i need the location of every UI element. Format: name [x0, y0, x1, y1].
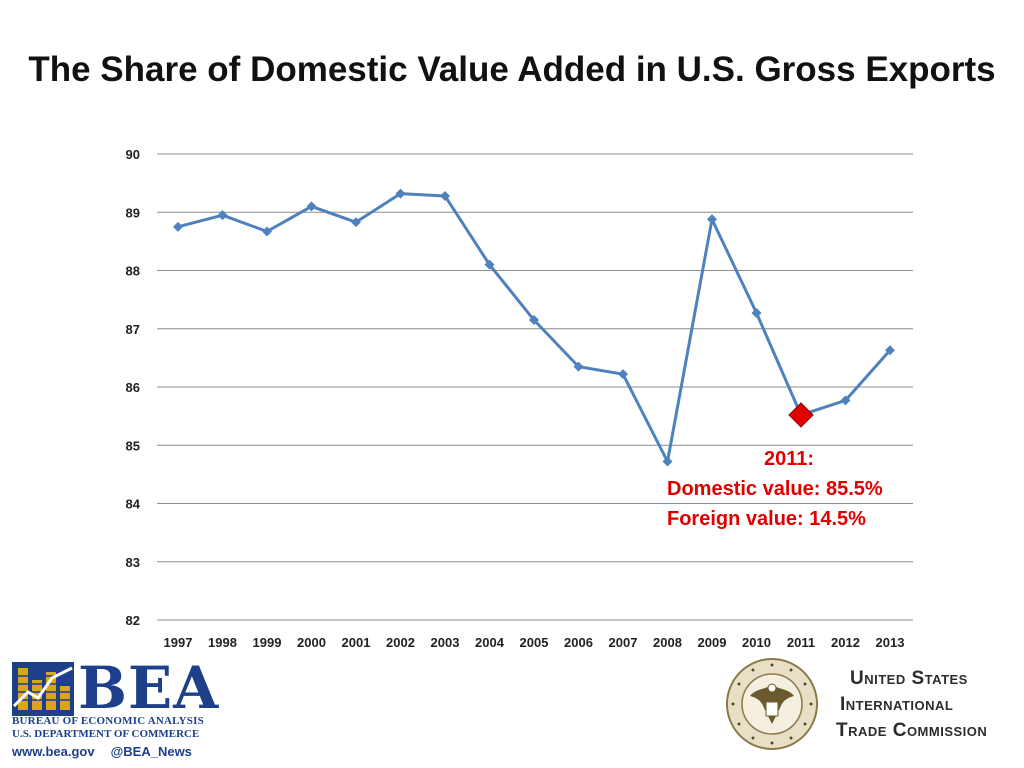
data-point-2008 [662, 456, 673, 467]
y-axis-ticks: 82 83 84 85 86 87 88 89 90 [126, 147, 141, 628]
bea-wordmark: BEA [78, 654, 220, 722]
x-tick-label: 2009 [698, 635, 727, 650]
slide-title: The Share of Domestic Value Added in U.S… [28, 50, 996, 89]
data-point-2007 [618, 369, 628, 380]
x-tick-label: 2007 [609, 635, 638, 650]
x-tick-label: 2003 [431, 635, 460, 650]
data-point-2012 [840, 395, 851, 406]
y-tick-label: 90 [126, 147, 140, 162]
data-point-2002 [395, 188, 406, 199]
x-tick-label: 2010 [742, 635, 771, 650]
bea-chart-icon [12, 662, 74, 716]
bea-links: www.bea.gov @BEA_News [12, 744, 192, 759]
x-tick-label: 1997 [164, 635, 193, 650]
data-point-2003 [440, 190, 450, 201]
bea-website-link[interactable]: www.bea.gov [12, 744, 95, 759]
bea-logo: BEA BUREAU OF ECONOMIC ANALYSIS U.S. DEP… [12, 654, 232, 760]
x-tick-label: 2000 [297, 635, 326, 650]
highlight-point-2011 [788, 402, 814, 428]
usitc-line2: International [840, 694, 954, 715]
data-point-2010 [751, 308, 762, 319]
annotation-foreign: Foreign value: 14.5% [667, 508, 866, 530]
data-point-1997 [173, 221, 183, 232]
y-tick-label: 89 [126, 205, 140, 220]
usitc-logo: United States International Trade Commis… [726, 656, 1010, 752]
x-tick-label: 2012 [831, 635, 860, 650]
series-line-domestic-share [177, 192, 892, 464]
chart-gridlines [157, 153, 913, 621]
x-axis-ticks: 1997 1998 1999 2000 2001 2002 2003 2004 2005 2006… [164, 635, 905, 650]
usitc-line1: United States [850, 668, 968, 689]
y-tick-label: 88 [126, 264, 140, 279]
bea-subtitle-bureau: BUREAU OF ECONOMIC ANALYSIS [12, 715, 204, 727]
y-tick-label: 86 [126, 380, 140, 395]
x-tick-label: 1998 [208, 635, 237, 650]
usitc-wordmark: United States International Trade Commis… [836, 666, 987, 744]
data-point-2013 [885, 345, 895, 356]
highlight-marker-2011 [788, 402, 814, 428]
x-tick-label: 2005 [520, 635, 549, 650]
annotation-year: 2011: [764, 448, 815, 470]
y-tick-label: 84 [126, 497, 141, 512]
annotation-2011: 2011: Domestic value: 85.5% Foreign valu… [667, 444, 883, 534]
y-tick-label: 85 [126, 438, 140, 453]
x-tick-label: 2008 [653, 635, 682, 650]
bea-subtitle-department: U.S. DEPARTMENT OF COMMERCE [12, 728, 200, 740]
x-tick-label: 1999 [253, 635, 282, 650]
y-tick-label: 83 [126, 555, 140, 570]
series-points [173, 188, 895, 467]
y-tick-label: 87 [126, 322, 140, 337]
x-tick-label: 2004 [475, 635, 505, 650]
x-tick-label: 2002 [386, 635, 415, 650]
data-point-2006 [573, 361, 584, 372]
x-tick-label: 2001 [342, 635, 371, 650]
x-tick-label: 2006 [564, 635, 593, 650]
data-point-2009 [707, 214, 717, 225]
data-point-2001 [351, 217, 361, 228]
data-point-2000 [306, 201, 317, 212]
bea-twitter-link[interactable]: @BEA_News [110, 744, 192, 759]
usitc-line3: Trade Commission [836, 720, 988, 741]
data-point-2004 [484, 259, 495, 270]
data-point-1998 [217, 210, 228, 221]
usitc-seal-icon [726, 658, 818, 750]
x-tick-label: 2011 [787, 635, 815, 650]
x-tick-label: 2013 [876, 635, 905, 650]
data-point-1999 [262, 226, 272, 237]
y-tick-label: 82 [126, 613, 140, 628]
annotation-domestic: Domestic value: 85.5% [667, 478, 883, 500]
data-point-2005 [529, 315, 539, 326]
